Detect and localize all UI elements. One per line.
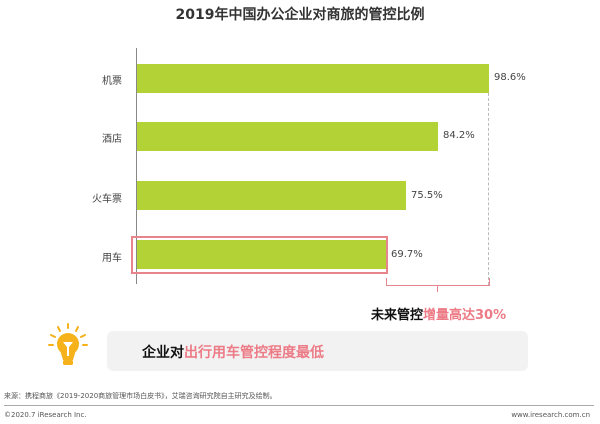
bar-flight (137, 64, 489, 93)
insight-box: 企业对出行用车管控程度最低 (107, 331, 528, 371)
category-label-car: 用车 (102, 253, 122, 264)
highlight-box-car (131, 236, 388, 274)
category-label-flight: 机票 (102, 76, 122, 87)
gap-bracket (386, 278, 490, 286)
callout-pink-text: 增量高达30% (423, 308, 507, 323)
value-label-hotel: 84.2% (443, 130, 475, 141)
category-label-hotel: 酒店 (102, 134, 122, 145)
category-label-train: 火车票 (92, 194, 122, 205)
website-link[interactable]: www.iresearch.com.cn (511, 411, 590, 419)
bar-train (137, 181, 406, 210)
callout-dark-text: 未来管控 (371, 308, 424, 323)
lightbulb-icon (46, 322, 90, 368)
footer-divider (4, 405, 594, 406)
value-label-car: 69.7% (391, 249, 423, 260)
insight-text: 企业对出行用车管控程度最低 (142, 342, 324, 362)
insight-dark-text: 企业对 (142, 345, 184, 361)
dashed-reference-line (488, 93, 489, 285)
gap-bracket-tick (437, 286, 438, 292)
source-note: 来源：携程商旅《2019-2020商旅管理市场白皮书》，艾瑞咨询研究院自主研究及… (4, 392, 277, 400)
chart-title: 2019年中国办公企业对商旅的管控比例 (175, 7, 425, 23)
value-label-train: 75.5% (411, 190, 443, 201)
copyright: ©2020.7 iResearch Inc. (4, 411, 87, 419)
insight-pink-text: 出行用车管控程度最低 (184, 345, 324, 361)
value-label-flight: 98.6% (494, 72, 526, 83)
growth-callout: 未来管控增量高达30% (371, 304, 506, 323)
y-axis-line (136, 48, 137, 284)
bar-hotel (137, 122, 438, 151)
bar-car (137, 240, 386, 269)
